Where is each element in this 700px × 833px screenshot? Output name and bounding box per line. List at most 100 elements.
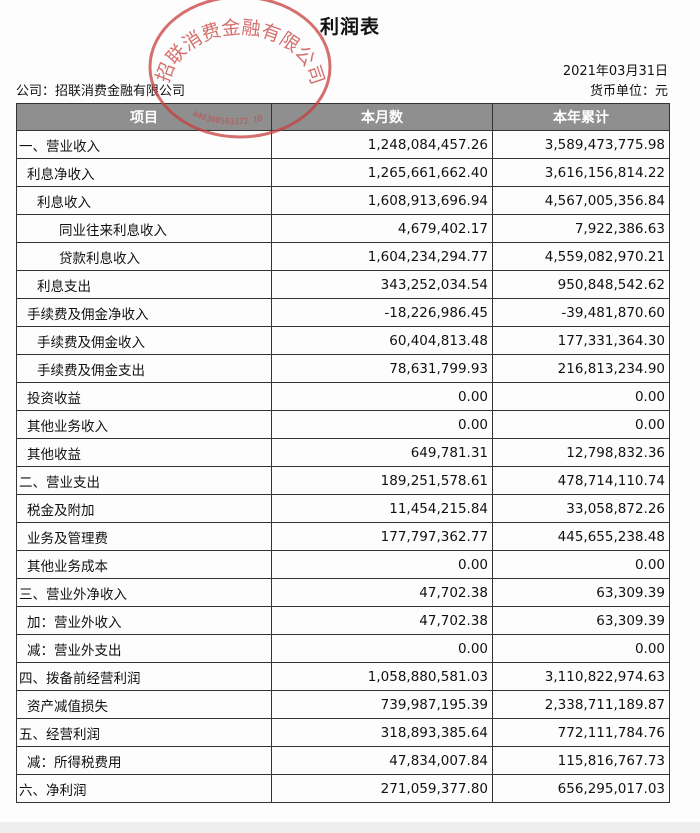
row-item: 减：所得税费用	[16, 746, 272, 775]
row-ytd-value: 478,714,110.74	[492, 466, 670, 495]
table-row: 三、营业外净收入 47,702.38 63,309.39	[16, 578, 670, 607]
table-row: 同业往来利息收入 4,679,402.17 7,922,386.63	[16, 214, 670, 243]
row-ytd-value: 63,309.39	[492, 578, 670, 607]
scan-margin	[0, 822, 700, 833]
table-row: 手续费及佣金支出 78,631,799.93 216,813,234.90	[16, 354, 670, 383]
row-item: 加：营业外收入	[16, 606, 272, 635]
row-month-value: 0.00	[271, 410, 493, 439]
row-item: 其他收益	[16, 438, 272, 467]
row-month-value: 0.00	[271, 634, 493, 663]
row-month-value: 0.00	[271, 382, 493, 411]
table-row: 手续费及佣金净收入 -18,226,986.45 -39,481,870.60	[16, 298, 670, 327]
row-month-value: 318,893,385.64	[271, 718, 493, 747]
row-month-value: 1,608,913,696.94	[271, 186, 493, 215]
row-ytd-value: 0.00	[492, 634, 670, 663]
row-ytd-value: 772,111,784.76	[492, 718, 670, 747]
row-month-value: 0.00	[271, 550, 493, 579]
row-item: 资产减值损失	[16, 690, 272, 719]
row-month-value: 343,252,034.54	[271, 270, 493, 299]
row-ytd-value: 63,309.39	[492, 606, 670, 635]
row-ytd-value: 3,589,473,775.98	[492, 130, 670, 159]
table-row: 利息支出 343,252,034.54 950,848,542.62	[16, 270, 670, 299]
table-row: 四、拨备前经营利润 1,058,880,581.03 3,110,822,974.6…	[16, 662, 670, 691]
row-ytd-value: 2,338,711,189.87	[492, 690, 670, 719]
table-row: 六、净利润 271,059,377.80 656,295,017.03	[16, 774, 670, 803]
row-ytd-value: -39,481,870.60	[492, 298, 670, 327]
report-date: 2021年03月31日	[562, 64, 668, 79]
table-row: 业务及管理费 177,797,362.77 445,655,238.48	[16, 522, 670, 551]
row-item: 其他业务成本	[16, 550, 272, 579]
row-month-value: 11,454,215.84	[271, 494, 493, 523]
row-item: 一、营业收入	[16, 130, 272, 159]
income-statement-table: 项目 本月数 本年累计 一、营业收入 1,248,084,457.26 3,589,…	[16, 103, 670, 803]
company-seal-stamp: 招联消费金融有限公司 440300503372 10	[148, 0, 332, 139]
svg-text:440300503372 10: 440300503372 10	[191, 109, 263, 126]
row-ytd-value: 656,295,017.03	[492, 774, 670, 803]
row-month-value: 1,604,234,294.77	[271, 242, 493, 271]
currency-unit: 货币单位：元	[589, 84, 668, 99]
row-item: 利息净收入	[16, 158, 272, 187]
header-month: 本月数	[271, 103, 493, 131]
row-item: 手续费及佣金支出	[16, 354, 272, 383]
row-item: 手续费及佣金收入	[16, 326, 272, 355]
svg-text:招联消费金融有限公司: 招联消费金融有限公司	[152, 17, 329, 88]
row-item: 减：营业外支出	[16, 634, 272, 663]
row-ytd-value: 177,331,364.30	[492, 326, 670, 355]
row-month-value: 177,797,362.77	[271, 522, 493, 551]
row-ytd-value: 0.00	[492, 550, 670, 579]
row-ytd-value: 0.00	[492, 382, 670, 411]
row-ytd-value: 216,813,234.90	[492, 354, 670, 383]
row-ytd-value: 4,559,082,970.21	[492, 242, 670, 271]
table-row: 加：营业外收入 47,702.38 63,309.39	[16, 606, 670, 635]
row-ytd-value: 3,616,156,814.22	[492, 158, 670, 187]
row-ytd-value: 3,110,822,974.63	[492, 662, 670, 691]
row-item: 三、营业外净收入	[16, 578, 272, 607]
company-name: 公司：招联消费金融有限公司	[16, 84, 186, 99]
table-header-row: 项目 本月数 本年累计	[16, 103, 670, 131]
table-row: 资产减值损失 739,987,195.39 2,338,711,189.87	[16, 690, 670, 719]
table-row: 减：营业外支出 0.00 0.00	[16, 634, 670, 663]
row-month-value: 47,702.38	[271, 578, 493, 607]
header-ytd: 本年累计	[492, 103, 670, 131]
table-row: 二、营业支出 189,251,578.61 478,714,110.74	[16, 466, 670, 495]
table-row: 五、经营利润 318,893,385.64 772,111,784.76	[16, 718, 670, 747]
row-item: 贷款利息收入	[16, 242, 272, 271]
row-month-value: 271,059,377.80	[271, 774, 493, 803]
row-item: 二、营业支出	[16, 466, 272, 495]
table-row: 减：所得税费用 47,834,007.84 115,816,767.73	[16, 746, 670, 775]
row-month-value: 649,781.31	[271, 438, 493, 467]
table-row: 手续费及佣金收入 60,404,813.48 177,331,364.30	[16, 326, 670, 355]
row-item: 税金及附加	[16, 494, 272, 523]
row-item: 六、净利润	[16, 774, 272, 803]
row-month-value: 189,251,578.61	[271, 466, 493, 495]
row-item: 其他业务收入	[16, 410, 272, 439]
row-item: 四、拨备前经营利润	[16, 662, 272, 691]
row-ytd-value: 33,058,872.26	[492, 494, 670, 523]
row-item: 手续费及佣金净收入	[16, 298, 272, 327]
table-row: 税金及附加 11,454,215.84 33,058,872.26	[16, 494, 670, 523]
row-ytd-value: 0.00	[492, 410, 670, 439]
table-row: 贷款利息收入 1,604,234,294.77 4,559,082,970.21	[16, 242, 670, 271]
row-month-value: 1,058,880,581.03	[271, 662, 493, 691]
row-ytd-value: 12,798,832.36	[492, 438, 670, 467]
row-month-value: 4,679,402.17	[271, 214, 493, 243]
table-row: 投资收益 0.00 0.00	[16, 382, 670, 411]
row-item: 业务及管理费	[16, 522, 272, 551]
table-row: 利息收入 1,608,913,696.94 4,567,005,356.84	[16, 186, 670, 215]
row-item: 投资收益	[16, 382, 272, 411]
row-ytd-value: 4,567,005,356.84	[492, 186, 670, 215]
row-month-value: 78,631,799.93	[271, 354, 493, 383]
table-row: 其他业务收入 0.00 0.00	[16, 410, 670, 439]
row-month-value: 739,987,195.39	[271, 690, 493, 719]
row-ytd-value: 115,816,767.73	[492, 746, 670, 775]
table-row: 其他业务成本 0.00 0.00	[16, 550, 670, 579]
row-month-value: 47,702.38	[271, 606, 493, 635]
row-month-value: 1,265,661,662.40	[271, 158, 493, 187]
row-ytd-value: 445,655,238.48	[492, 522, 670, 551]
row-month-value: 60,404,813.48	[271, 326, 493, 355]
table-row: 利息净收入 1,265,661,662.40 3,616,156,814.22	[16, 158, 670, 187]
row-ytd-value: 950,848,542.62	[492, 270, 670, 299]
row-item: 五、经营利润	[16, 718, 272, 747]
table-row: 一、营业收入 1,248,084,457.26 3,589,473,775.98	[16, 130, 670, 159]
